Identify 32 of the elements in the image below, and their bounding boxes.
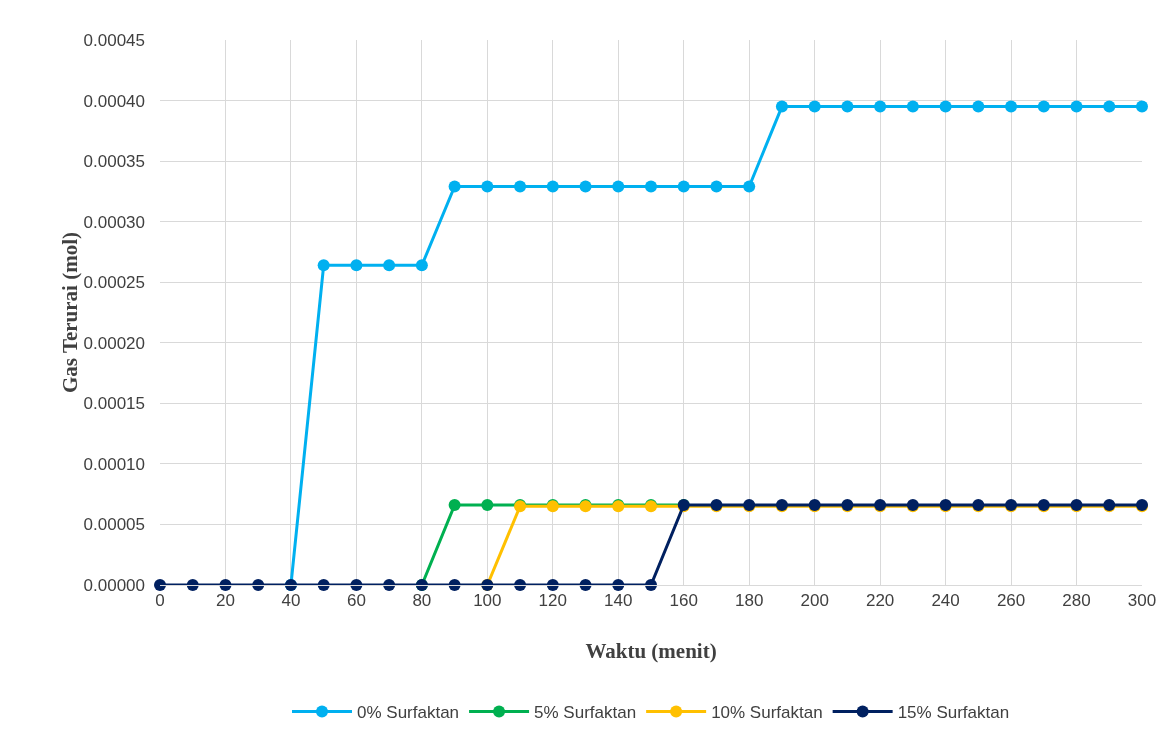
x-tick-label: 240 [931,591,960,611]
y-tick-label: 0.00035 [83,152,145,172]
x-tick-label: 160 [669,591,698,611]
legend-label: 15% Surfaktan [897,703,1010,723]
x-tick-label: 20 [216,591,235,611]
x-tick-label: 100 [473,591,502,611]
x-tick-label: 120 [538,591,567,611]
x-tick-label: 280 [1062,591,1091,611]
y-tick-label: 0.00025 [83,273,145,293]
x-axis-title: Waktu (menit) [585,639,717,663]
y-tick-label: 0.00010 [83,454,145,474]
y-tick-label: 0.00045 [83,30,145,50]
x-tick-label: 180 [735,591,764,611]
y-tick-label: 0.00000 [83,575,145,595]
x-tick-label: 0 [155,591,165,611]
y-tick-label: 0.00015 [83,394,145,414]
legend-label: 10% Surfaktan [711,703,823,723]
y-tick-label: 0.00005 [83,515,145,535]
x-tick-label: 40 [281,591,301,611]
x-tick-label: 60 [346,591,366,611]
y-tick-label: 0.00020 [83,333,145,353]
x-tick-label: 220 [865,591,895,611]
legend-label: 0% Surfaktan [357,703,460,723]
x-tick-label: 200 [800,591,829,611]
legend-label: 5% Surfaktan [534,703,637,723]
y-tick-label: 0.00040 [83,91,145,111]
y-tick-label: 0.00030 [83,212,145,232]
y-axis-title: Gas Terurai (mol) [57,232,82,393]
x-tick-label: 300 [1127,591,1157,611]
x-tick-label: 260 [996,591,1026,611]
x-tick-label: 140 [604,591,633,611]
x-tick-label: 80 [412,591,432,611]
